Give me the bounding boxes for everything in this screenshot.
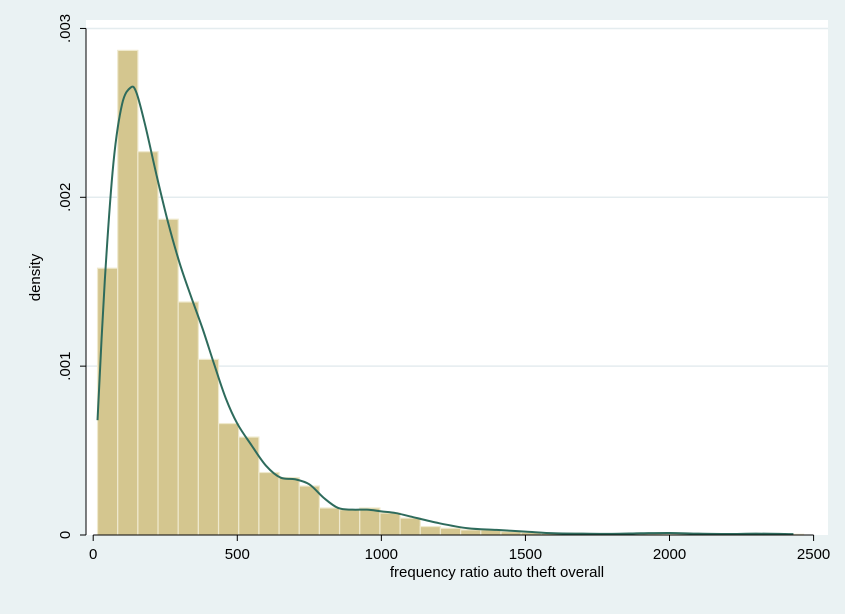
histogram-bar bbox=[177, 301, 199, 536]
histogram-bar bbox=[460, 529, 482, 536]
histogram-bars bbox=[96, 49, 805, 536]
y-axis-title: density bbox=[27, 253, 44, 301]
histogram-bar bbox=[197, 358, 220, 536]
histogram-bar bbox=[258, 471, 280, 536]
x-tick-label: 1500 bbox=[509, 546, 542, 563]
x-tick-label: 2500 bbox=[797, 546, 830, 563]
x-axis-ticks: 0 500 1000 1500 2000 2500 bbox=[89, 535, 830, 563]
histogram-bar bbox=[278, 476, 300, 536]
x-axis-title: frequency ratio auto theft overall bbox=[390, 564, 604, 581]
histogram-bar bbox=[419, 525, 442, 536]
x-tick-label: 0 bbox=[89, 546, 97, 563]
histogram-bar bbox=[117, 49, 139, 536]
histogram-bar bbox=[217, 422, 240, 536]
x-tick-label: 1000 bbox=[365, 546, 398, 563]
histogram-bar bbox=[298, 485, 321, 536]
histogram-bar bbox=[439, 527, 462, 536]
histogram-bar bbox=[96, 267, 119, 536]
histogram-bar bbox=[379, 512, 401, 536]
y-tick-label: .003 bbox=[57, 14, 74, 43]
histogram-bar bbox=[318, 507, 341, 536]
histogram-bar bbox=[359, 507, 381, 536]
kernel-density-curve bbox=[96, 85, 794, 536]
y-axis-ticks: 0 .001 .002 .003 bbox=[57, 14, 86, 539]
y-tick-label: .002 bbox=[57, 183, 74, 212]
y-tick-label: 0 bbox=[57, 531, 74, 539]
x-tick-label: 500 bbox=[225, 546, 250, 563]
histogram-bar bbox=[399, 517, 421, 536]
histogram-bar bbox=[338, 509, 361, 536]
x-tick-label: 2000 bbox=[653, 546, 686, 563]
y-tick-label: .001 bbox=[57, 352, 74, 381]
histogram-bar bbox=[157, 218, 179, 536]
histogram-bar bbox=[137, 151, 159, 536]
